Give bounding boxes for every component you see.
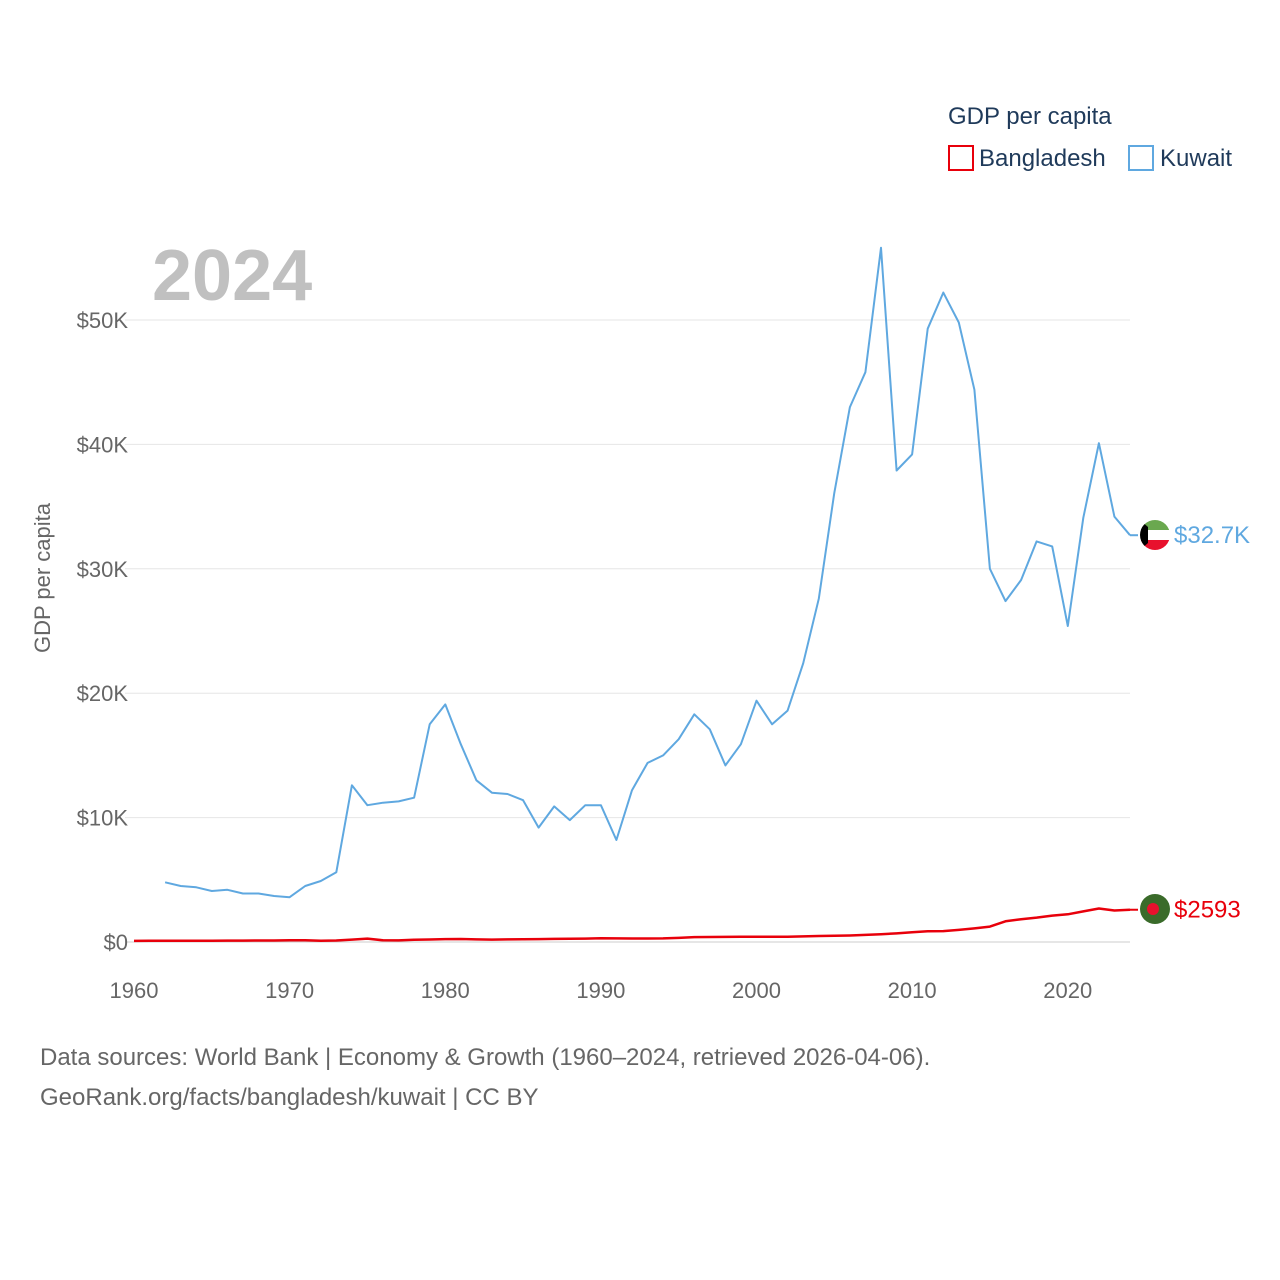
series-lines (133, 246, 1131, 943)
legend-label-bangladesh: Bangladesh (979, 145, 1106, 172)
x-tick-label: 2020 (1043, 978, 1092, 1003)
x-tick-label: 2010 (888, 978, 937, 1003)
footer-sources: Data sources: World Bank | Economy & Gro… (40, 1044, 931, 1071)
y-axis-title: GDP per capita (30, 502, 55, 653)
legend: GDP per capita Bangladesh Kuwait (948, 103, 1232, 172)
gridlines (125, 319, 1130, 943)
gdp-chart: $0 $10K $20K $30K $40K $50K 1960 1970 1980 1990 2… (30, 103, 1250, 1003)
y-tick-label: $10K (77, 806, 129, 831)
series-line-bangladesh (133, 907, 1131, 943)
x-tick-label: 1990 (576, 978, 625, 1003)
end-label-bangladesh: $2593 (1174, 897, 1241, 924)
end-label-kuwait: $32.7K (1174, 522, 1250, 549)
footer-credit: GeoRank.org/facts/bangladesh/kuwait | CC… (40, 1084, 539, 1111)
legend-item-kuwait[interactable]: Kuwait (1128, 145, 1232, 172)
bangladesh-flag-icon (1140, 894, 1170, 924)
end-labels: $2593 $32.7K (1130, 522, 1250, 924)
y-tick-label: $30K (77, 557, 129, 582)
y-axis: $0 $10K $20K $30K $40K $50K (77, 308, 129, 955)
legend-swatch (948, 145, 974, 171)
legend-swatch (1128, 145, 1154, 171)
x-tick-label: 1980 (421, 978, 470, 1003)
year-title: 2024 (152, 236, 312, 316)
kuwait-flag-icon (1140, 520, 1170, 550)
y-tick-label: $40K (77, 432, 129, 457)
series-line-kuwait (164, 246, 1131, 899)
legend-item-bangladesh[interactable]: Bangladesh (948, 145, 1106, 172)
y-tick-label: $50K (77, 308, 129, 333)
y-tick-label: $20K (77, 681, 129, 706)
y-tick-label: $0 (104, 930, 128, 955)
x-tick-label: 1970 (265, 978, 314, 1003)
legend-title: GDP per capita (948, 103, 1112, 130)
x-tick-label: 2000 (732, 978, 781, 1003)
legend-label-kuwait: Kuwait (1160, 145, 1232, 172)
x-axis: 1960 1970 1980 1990 2000 2010 2020 (110, 978, 1093, 1003)
x-tick-label: 1960 (110, 978, 159, 1003)
